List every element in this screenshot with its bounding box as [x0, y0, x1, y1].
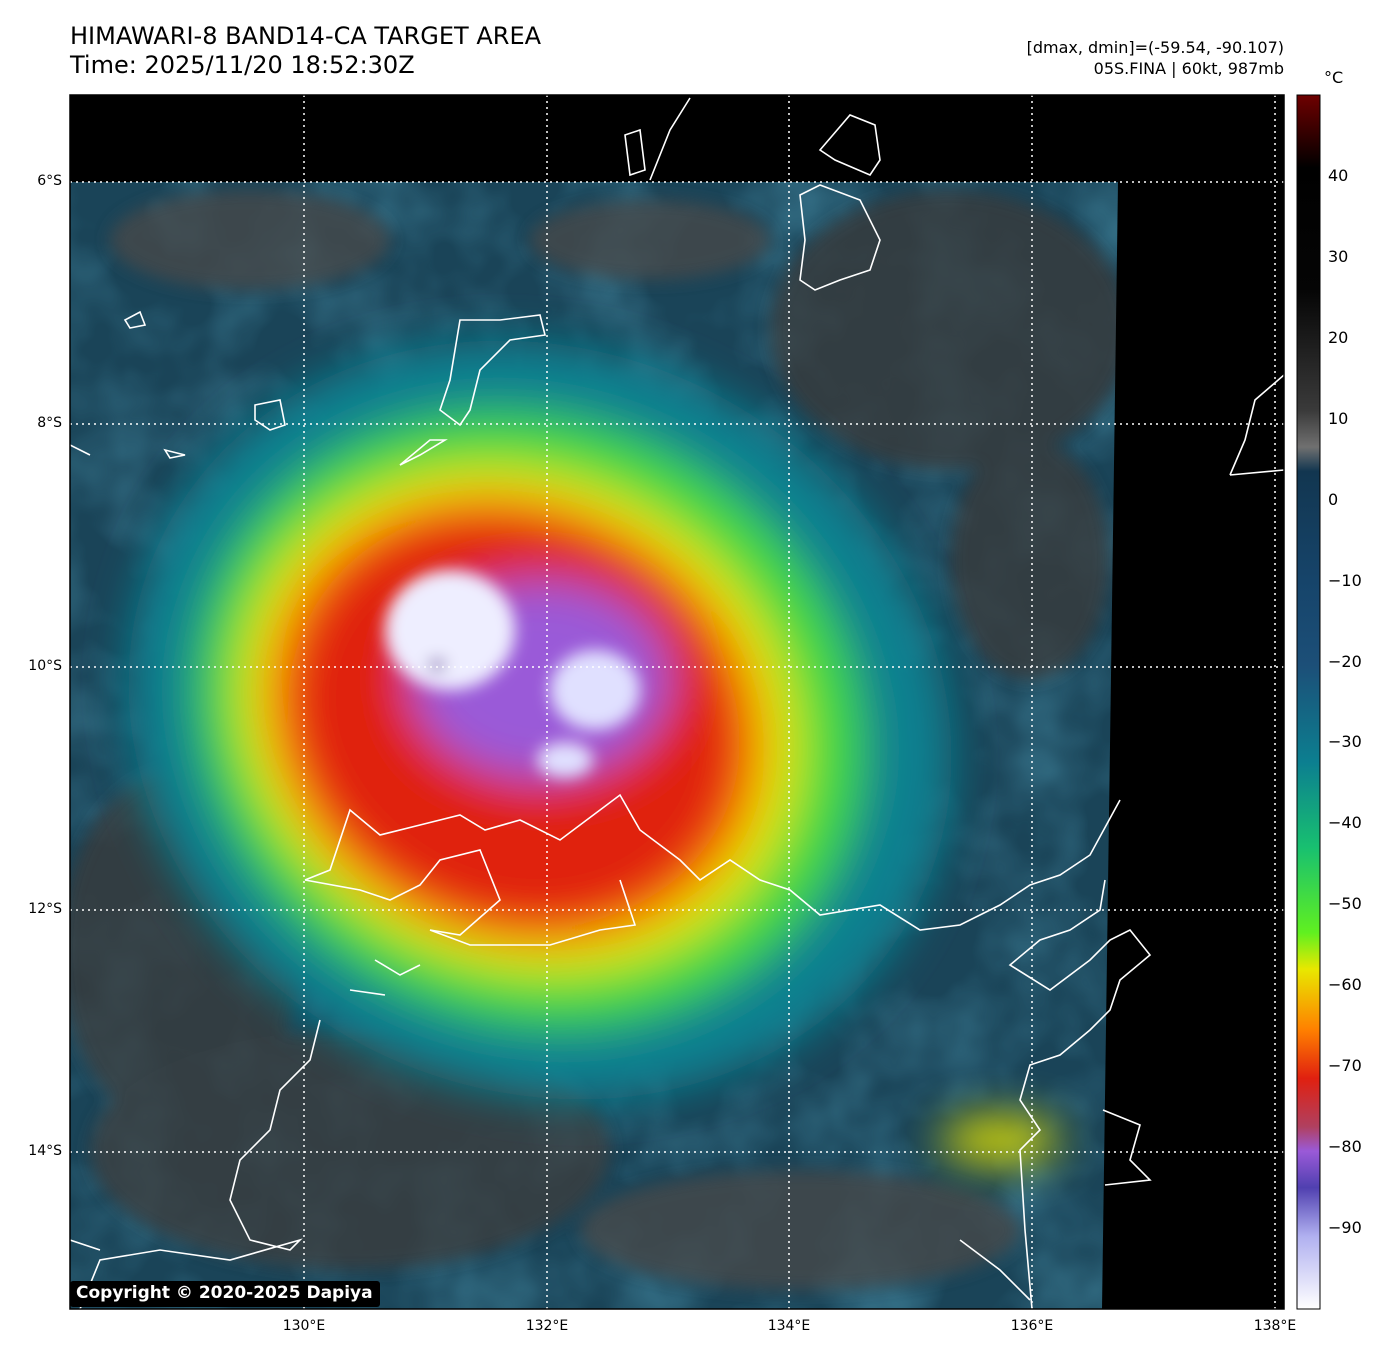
- copyright-label: Copyright © 2020-2025 Dapiya: [70, 1281, 380, 1307]
- colorbar-tick-label: −60: [1328, 975, 1362, 995]
- lat-label: 10°S: [28, 658, 62, 674]
- no-data-right: [1102, 182, 1284, 1309]
- colorbar-tick-label: −40: [1328, 813, 1362, 833]
- lat-label: 6°S: [37, 173, 62, 189]
- lat-label: 14°S: [28, 1143, 62, 1159]
- no-data-top: [70, 95, 1284, 182]
- colorbar-tick-label: 20: [1328, 327, 1349, 347]
- lon-label: 134°E: [767, 1318, 811, 1334]
- figure-time: Time: 2025/11/20 18:52:30Z: [70, 51, 415, 79]
- colorbar-tick-label: 40: [1328, 165, 1349, 185]
- dmax-dmin-readout: [dmax, dmin]=(-59.54, -90.107): [1026, 38, 1284, 57]
- colorbar-tick-label: −90: [1328, 1218, 1362, 1238]
- storm-info: 05S.FINA | 60kt, 987mb: [1093, 59, 1284, 78]
- colorbar-tick-label: 30: [1328, 246, 1349, 266]
- storm-cold-tops: [385, 570, 640, 778]
- colorbar-tick-label: −10: [1328, 570, 1362, 590]
- colorbar-tick-label: 0: [1328, 489, 1339, 509]
- colorbar: [1296, 94, 1321, 1310]
- lon-label: 138°E: [1253, 1318, 1297, 1334]
- colorbar-tick-label: −80: [1328, 1137, 1362, 1157]
- colorbar-unit: °C: [1324, 68, 1344, 87]
- coastlines: [70, 97, 1284, 1309]
- storm-cloud-shield: [128, 340, 1060, 1162]
- colorbar-tick-label: −50: [1328, 894, 1362, 914]
- lon-label: 136°E: [1010, 1318, 1054, 1334]
- lon-label: 130°E: [282, 1318, 326, 1334]
- figure-title: HIMAWARI-8 BAND14-CA TARGET AREA: [70, 22, 542, 50]
- colorbar-tick-label: −30: [1328, 732, 1362, 752]
- colorbar-tick-label: −20: [1328, 651, 1362, 671]
- colorbar-tick-label: −70: [1328, 1056, 1362, 1076]
- graticule: [70, 95, 1284, 1309]
- lon-label: 132°E: [525, 1318, 569, 1334]
- lat-label: 12°S: [28, 901, 62, 917]
- colorbar-tick-label: 10: [1328, 408, 1349, 428]
- lat-label: 8°S: [37, 415, 62, 431]
